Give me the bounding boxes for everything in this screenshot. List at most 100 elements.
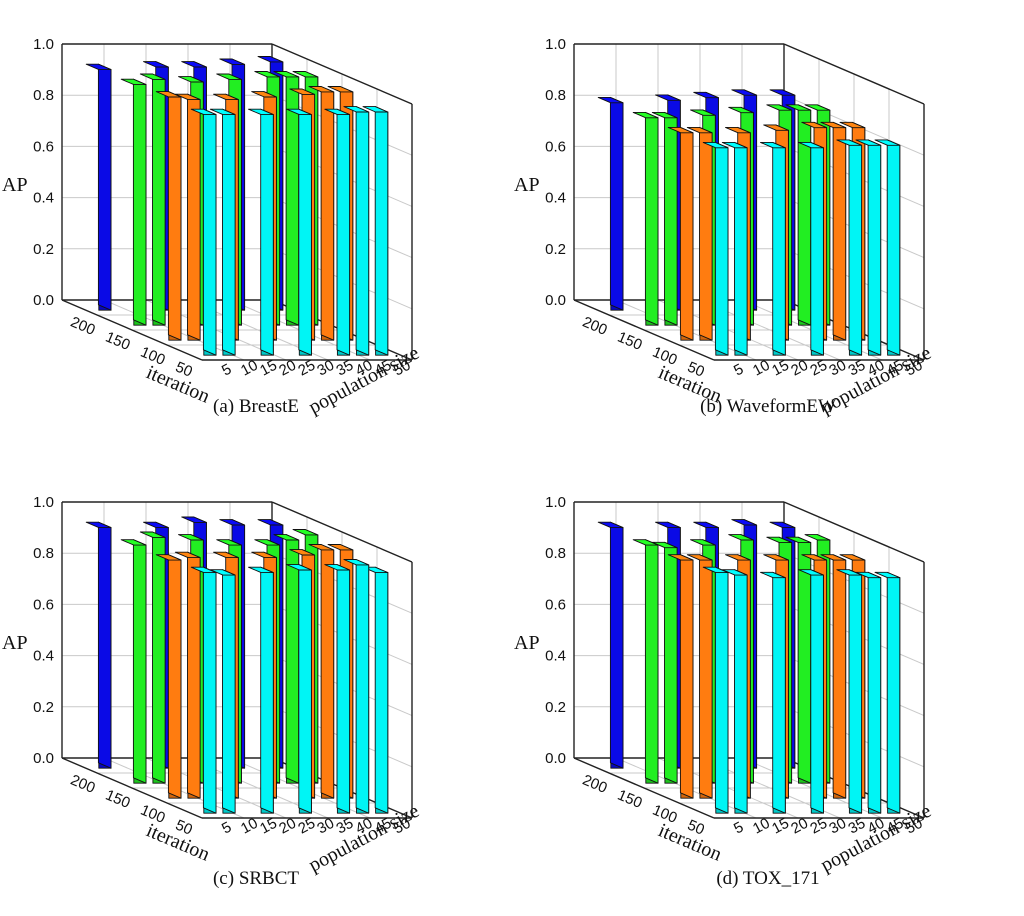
- bar-top-face: [721, 569, 748, 576]
- population-tick-label: 50: [903, 815, 926, 838]
- population-tick-label: 10: [238, 357, 261, 380]
- bar-side-face: [336, 108, 351, 356]
- bar-iter-100-pop-45: [820, 554, 847, 799]
- bar-side-face: [152, 73, 166, 326]
- bar-side-face: [609, 96, 624, 311]
- bar-top-face: [686, 554, 713, 561]
- bar-iter-50-pop-5: [190, 108, 217, 356]
- bar-iter-50-pop-20: [760, 141, 786, 356]
- bar-top-face: [731, 89, 758, 96]
- population-tick-label: 5: [219, 819, 234, 838]
- bar-iter-50-pop-45: [855, 571, 882, 814]
- axis-edge: [783, 501, 925, 563]
- population-tick-label: 5: [731, 361, 746, 380]
- bar-top-face: [839, 121, 866, 129]
- bar-top-face: [343, 559, 370, 566]
- bar-top-face: [690, 109, 716, 116]
- bar-iter-150-pop-5: [632, 539, 659, 784]
- bar-top-face: [597, 96, 624, 104]
- bar-side-face: [222, 569, 236, 814]
- bar-top-face: [273, 71, 300, 78]
- bar-top-face: [248, 566, 274, 574]
- bar-side-face: [222, 108, 236, 356]
- population-tick-label: 40: [353, 357, 376, 380]
- bar-iter-50-pop-40: [324, 564, 351, 814]
- bar-iter-100-pop-45: [820, 121, 847, 341]
- y-tick-label: 0.6: [545, 596, 566, 613]
- bar-top-face: [273, 534, 300, 541]
- bar-side-face: [886, 139, 901, 356]
- bar-top-face: [248, 108, 274, 116]
- bar-top-face: [874, 571, 901, 579]
- y-tick-label: 1.0: [545, 36, 566, 53]
- bar-iter-50-pop-10: [209, 569, 236, 814]
- bar-top-face: [254, 71, 281, 78]
- axis-edge: [271, 43, 413, 105]
- chart-panel-waveformew: 0.0 0.2 0.4 0.6 0.8 1.0 AP 50 100 150 200 iteration…: [512, 0, 1024, 458]
- y-tick-label: 0.6: [33, 138, 54, 155]
- y-tick-label: 0.2: [545, 241, 566, 258]
- chart-caption-waveformew: (b) WaveformEW: [700, 396, 836, 417]
- iteration-tick-label: 150: [103, 329, 133, 354]
- population-tick-label: 50: [391, 357, 414, 380]
- bar-top-face: [693, 91, 719, 99]
- chart-svg-srbct: 0.00.20.40.60.81.0AP50100150200iteration…: [2, 494, 423, 876]
- bar-top-face: [190, 566, 217, 574]
- y-tick-label: 1.0: [33, 494, 54, 511]
- population-tick-label: 30: [314, 815, 337, 838]
- bar-top-face: [362, 106, 389, 113]
- axis-edge: [783, 43, 925, 105]
- bar-iter-100-pop-10: [174, 93, 201, 341]
- y-tick-label: 0.4: [33, 648, 54, 665]
- bar-side-face: [679, 126, 694, 341]
- axis-edge: [573, 757, 715, 819]
- bar-side-face: [202, 566, 217, 814]
- bar-side-face: [848, 139, 863, 356]
- population-tick-label: 50: [391, 815, 414, 838]
- bar-top-face: [174, 551, 201, 559]
- bar-top-face: [763, 124, 789, 131]
- bar-side-face: [664, 111, 678, 326]
- chart-svg-breaste: 0.00.20.40.60.81.0AP50100150200iteration…: [2, 36, 423, 418]
- bar-side-face: [167, 91, 182, 341]
- bar-iter-100-pop-5: [667, 554, 694, 799]
- bar-top-face: [143, 521, 169, 529]
- bar-iter-50-pop-20: [248, 566, 274, 814]
- bar-top-face: [728, 534, 754, 541]
- y-tick-label: 1.0: [545, 494, 566, 511]
- bar-side-face: [97, 521, 112, 769]
- bar-top-face: [174, 93, 201, 101]
- bar-top-face: [785, 104, 812, 111]
- y-tick-label: 0.4: [545, 648, 566, 665]
- bar-top-face: [839, 554, 866, 561]
- bar-iter-200-pop-5: [597, 96, 624, 311]
- iteration-tick-label: 200: [580, 772, 610, 797]
- bar-iter-150-pop-45: [273, 71, 300, 326]
- bar-top-face: [804, 104, 831, 111]
- population-tick-label: 10: [750, 815, 773, 838]
- bar-top-face: [820, 121, 847, 129]
- bar-top-face: [667, 554, 694, 561]
- bar-top-face: [874, 139, 901, 146]
- bar-iter-100-pop-45: [308, 86, 335, 341]
- population-tick-label: 50: [903, 357, 926, 380]
- y-tick-label: 0.2: [33, 699, 54, 716]
- y-axis-label: AP: [2, 632, 28, 654]
- bar-side-face: [152, 531, 166, 784]
- bar-top-face: [804, 534, 831, 541]
- y-tick-label: 1.0: [33, 36, 54, 53]
- bar-side-face: [810, 569, 824, 814]
- bar-side-face: [699, 554, 713, 799]
- bar-side-face: [772, 141, 786, 356]
- bar-top-face: [766, 104, 793, 111]
- population-tick-label: 10: [238, 815, 261, 838]
- axis-edge: [271, 501, 413, 563]
- y-tick-label: 0.8: [33, 545, 54, 562]
- y-tick-label: 0.0: [545, 292, 566, 309]
- bar-iter-150-pop-45: [785, 104, 812, 326]
- bar-iter-50-pop-50: [362, 106, 389, 356]
- population-tick-label: 15: [769, 815, 792, 838]
- y-axis-label: AP: [514, 174, 540, 196]
- population-tick-label: 40: [865, 815, 888, 838]
- bar-iter-100-pop-10: [174, 551, 201, 799]
